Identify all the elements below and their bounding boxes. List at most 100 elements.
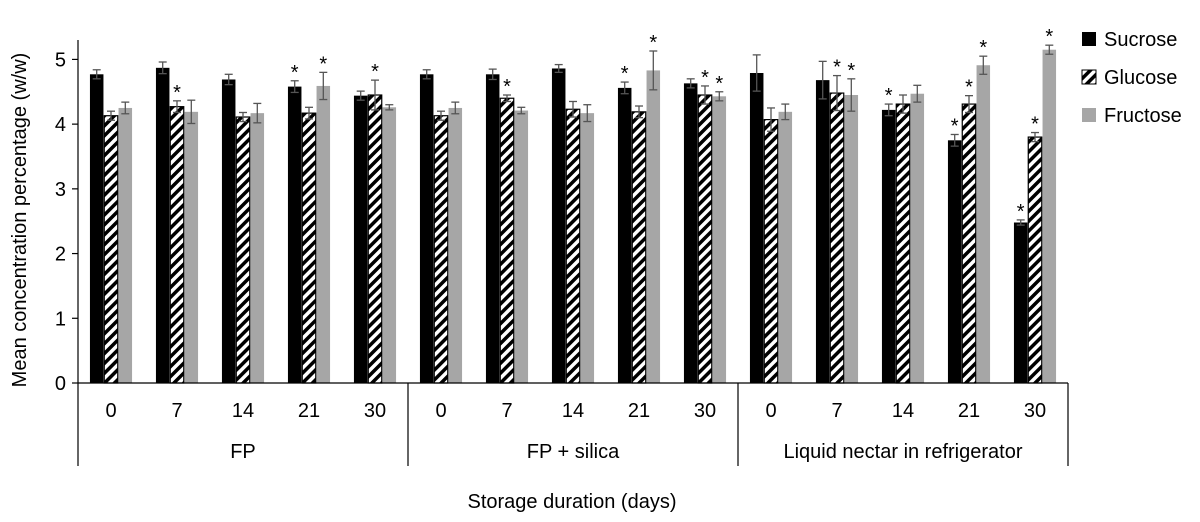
bar-fructose bbox=[580, 113, 595, 383]
significance-star: * bbox=[503, 76, 511, 98]
significance-star: * bbox=[1017, 201, 1025, 223]
x-tick-label: 14 bbox=[562, 400, 584, 422]
bar-glucose bbox=[763, 119, 779, 384]
bar-fructose bbox=[448, 107, 463, 384]
x-tick-label: 30 bbox=[694, 400, 716, 422]
bar-glucose bbox=[565, 108, 581, 384]
legend-label-glucose: Glucose bbox=[1104, 67, 1177, 89]
x-tick-label: 7 bbox=[501, 400, 512, 422]
bar-sucrose bbox=[749, 73, 764, 383]
bar-glucose bbox=[235, 116, 251, 384]
legend-swatch-sucrose bbox=[1082, 32, 1096, 46]
x-tick-label: 21 bbox=[298, 400, 320, 422]
significance-star: * bbox=[701, 67, 709, 89]
x-tick-label: 0 bbox=[105, 400, 116, 422]
bar-sucrose bbox=[155, 67, 170, 383]
significance-star: * bbox=[979, 37, 987, 59]
bar-glucose bbox=[895, 103, 911, 384]
x-tick-label: 0 bbox=[765, 400, 776, 422]
bar-fructose bbox=[976, 65, 991, 383]
significance-star: * bbox=[319, 53, 327, 75]
y-tick-label: 4 bbox=[55, 114, 66, 136]
bar-fructose bbox=[910, 93, 925, 384]
significance-star: * bbox=[847, 60, 855, 82]
significance-star: * bbox=[1045, 26, 1053, 48]
y-tick-label: 2 bbox=[55, 244, 66, 266]
bar-glucose bbox=[301, 112, 317, 384]
bar-fructose bbox=[514, 110, 529, 384]
group-label: Liquid nectar in refrigerator bbox=[783, 441, 1022, 463]
bar-sucrose bbox=[551, 68, 566, 384]
bar-fructose bbox=[250, 113, 265, 383]
bar-glucose bbox=[631, 111, 647, 384]
legend: Sucrose Glucose Fructose bbox=[1081, 29, 1182, 127]
bar-fructose bbox=[844, 95, 859, 384]
bar-fructose bbox=[316, 85, 331, 383]
significance-star: * bbox=[371, 61, 379, 83]
x-tick-label: 30 bbox=[1024, 400, 1046, 422]
significance-star: * bbox=[1031, 114, 1039, 136]
bar-fructose bbox=[778, 111, 793, 383]
y-tick-label: 0 bbox=[55, 373, 66, 395]
x-tick-label: 14 bbox=[232, 400, 254, 422]
bar-sucrose bbox=[485, 74, 500, 384]
bar-glucose bbox=[697, 94, 713, 384]
bar-sucrose bbox=[1013, 222, 1028, 383]
bar-sucrose bbox=[353, 95, 368, 383]
group-label: FP + silica bbox=[527, 441, 620, 463]
x-tick-label: 21 bbox=[958, 400, 980, 422]
bar-sucrose bbox=[881, 109, 896, 383]
bar-glucose bbox=[367, 94, 383, 384]
bar-fructose bbox=[712, 96, 727, 383]
legend-label-sucrose: Sucrose bbox=[1104, 29, 1177, 51]
bar-glucose bbox=[1027, 136, 1043, 384]
bar-sucrose bbox=[221, 79, 236, 383]
bar-sucrose bbox=[815, 80, 830, 384]
bar-fructose bbox=[382, 107, 397, 383]
significance-star: * bbox=[173, 82, 181, 104]
bar-glucose bbox=[103, 115, 119, 384]
significance-star: * bbox=[291, 62, 299, 84]
bar-fructose bbox=[646, 70, 661, 383]
bar-sucrose bbox=[287, 86, 302, 384]
bar-sucrose bbox=[683, 83, 698, 383]
bar-sucrose bbox=[89, 74, 104, 384]
legend-swatch-glucose bbox=[1081, 69, 1097, 85]
bar-glucose bbox=[433, 115, 449, 384]
significance-star: * bbox=[621, 63, 629, 85]
x-tick-label: 7 bbox=[171, 400, 182, 422]
x-tick-label: 0 bbox=[435, 400, 446, 422]
bars-layer: * * * * * * * * * * * * * * * * * * bbox=[89, 26, 1057, 384]
bar-glucose bbox=[961, 103, 977, 384]
x-tick-label: 30 bbox=[364, 400, 386, 422]
bar-sucrose bbox=[617, 87, 632, 383]
y-tick-label: 3 bbox=[55, 179, 66, 201]
y-axis: 0 1 2 3 4 5 bbox=[55, 40, 79, 395]
bar-glucose bbox=[499, 97, 515, 384]
group-label: FP bbox=[230, 441, 256, 463]
y-tick-label: 5 bbox=[55, 49, 66, 71]
bar-glucose bbox=[829, 92, 845, 384]
y-axis-title: Mean concentration percentage (w/w) bbox=[9, 53, 31, 388]
legend-label-fructose: Fructose bbox=[1104, 105, 1182, 127]
bar-sucrose bbox=[419, 74, 434, 384]
x-tick-label: 14 bbox=[892, 400, 914, 422]
significance-star: * bbox=[649, 32, 657, 54]
bar-fructose bbox=[1042, 49, 1057, 383]
bar-glucose bbox=[169, 106, 185, 384]
significance-star: * bbox=[833, 57, 841, 79]
significance-star: * bbox=[965, 77, 973, 99]
x-tick-label: 21 bbox=[628, 400, 650, 422]
x-axis-title: Storage duration (days) bbox=[467, 491, 676, 513]
significance-star: * bbox=[951, 115, 959, 137]
bar-sucrose bbox=[947, 140, 962, 383]
significance-star: * bbox=[885, 85, 893, 107]
bar-fructose bbox=[184, 111, 199, 383]
x-tick-label: 7 bbox=[831, 400, 842, 422]
y-tick-label: 1 bbox=[55, 308, 66, 330]
legend-swatch-fructose bbox=[1082, 108, 1096, 122]
bar-fructose bbox=[118, 107, 133, 384]
significance-star: * bbox=[715, 73, 723, 95]
